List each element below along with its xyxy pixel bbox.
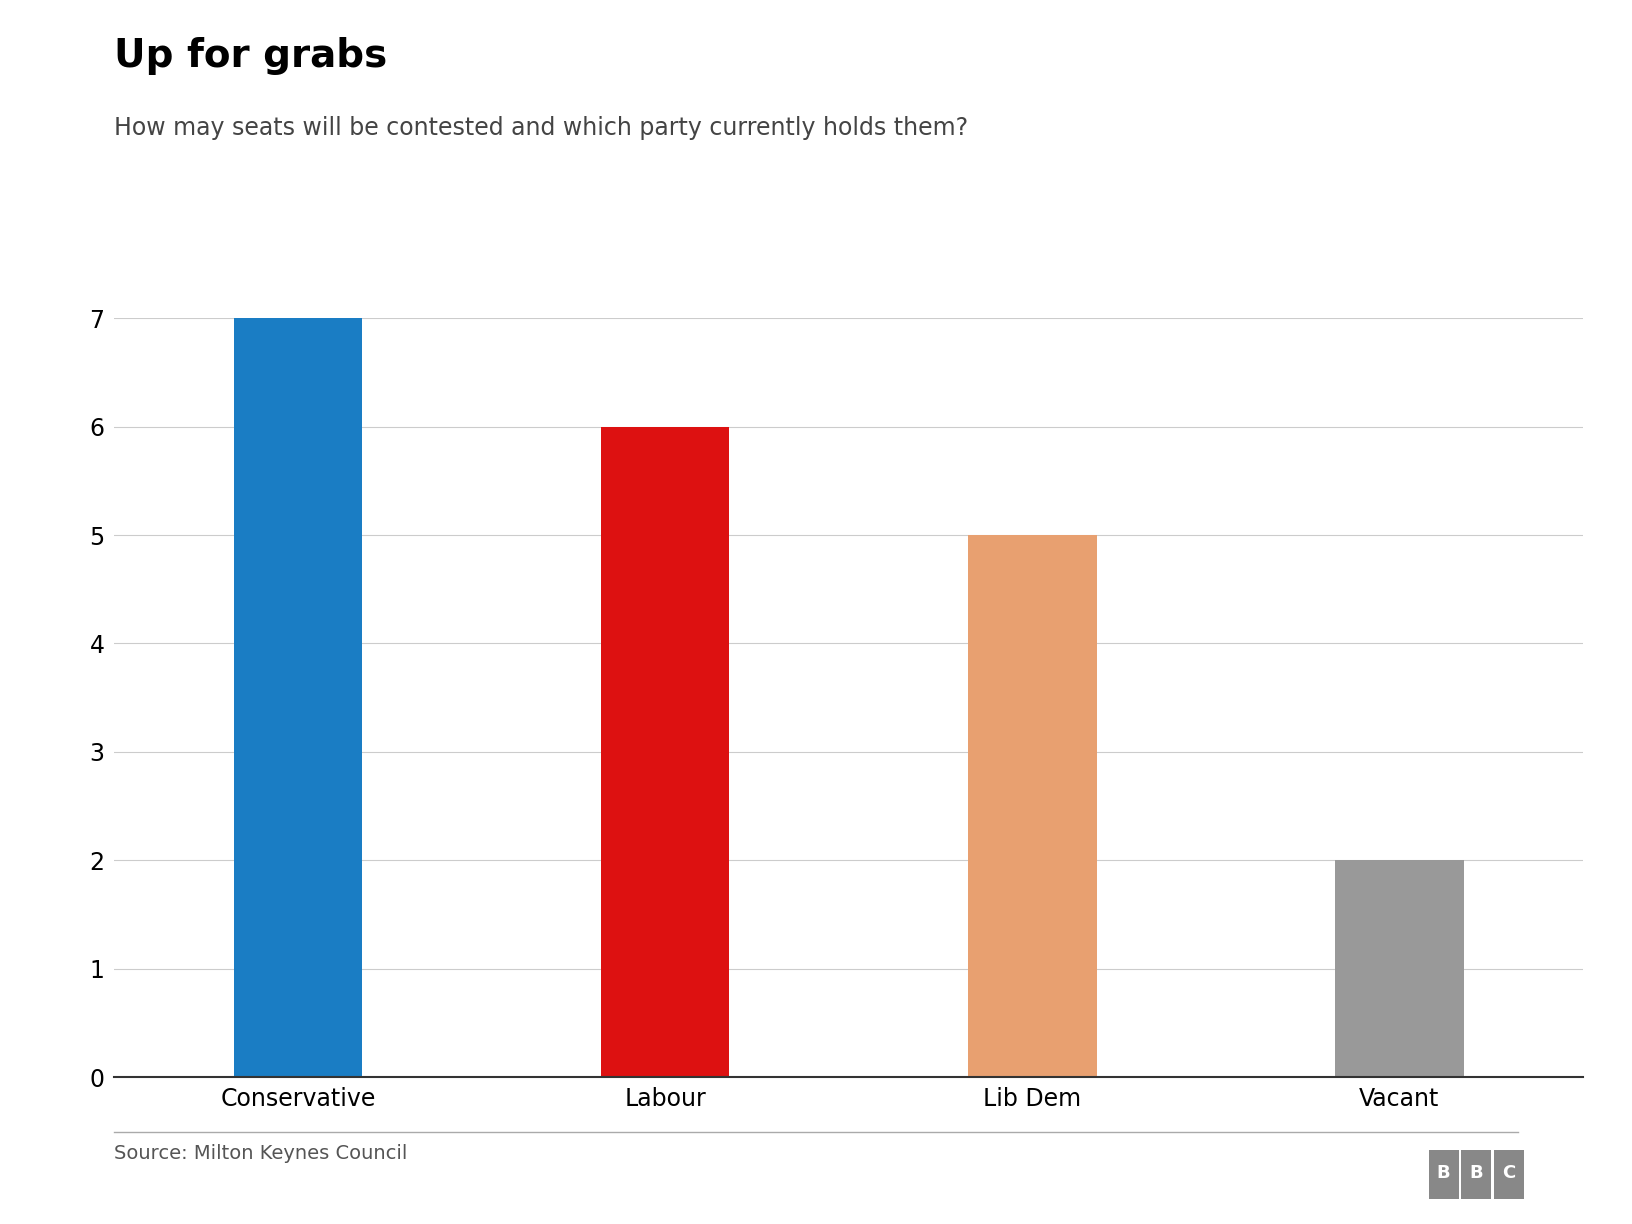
Bar — [601, 427, 730, 1077]
Text: Up for grabs: Up for grabs — [114, 37, 387, 75]
FancyBboxPatch shape — [1461, 1149, 1492, 1200]
Text: B: B — [1469, 1164, 1483, 1182]
Bar — [968, 535, 1097, 1077]
FancyBboxPatch shape — [1428, 1149, 1459, 1200]
Bar — [1335, 860, 1464, 1077]
Text: How may seats will be contested and which party currently holds them?: How may seats will be contested and whic… — [114, 116, 968, 141]
FancyBboxPatch shape — [1493, 1149, 1524, 1200]
Text: Source: Milton Keynes Council: Source: Milton Keynes Council — [114, 1144, 408, 1164]
Bar — [233, 318, 362, 1077]
Text: C: C — [1503, 1164, 1516, 1182]
Text: B: B — [1436, 1164, 1451, 1182]
